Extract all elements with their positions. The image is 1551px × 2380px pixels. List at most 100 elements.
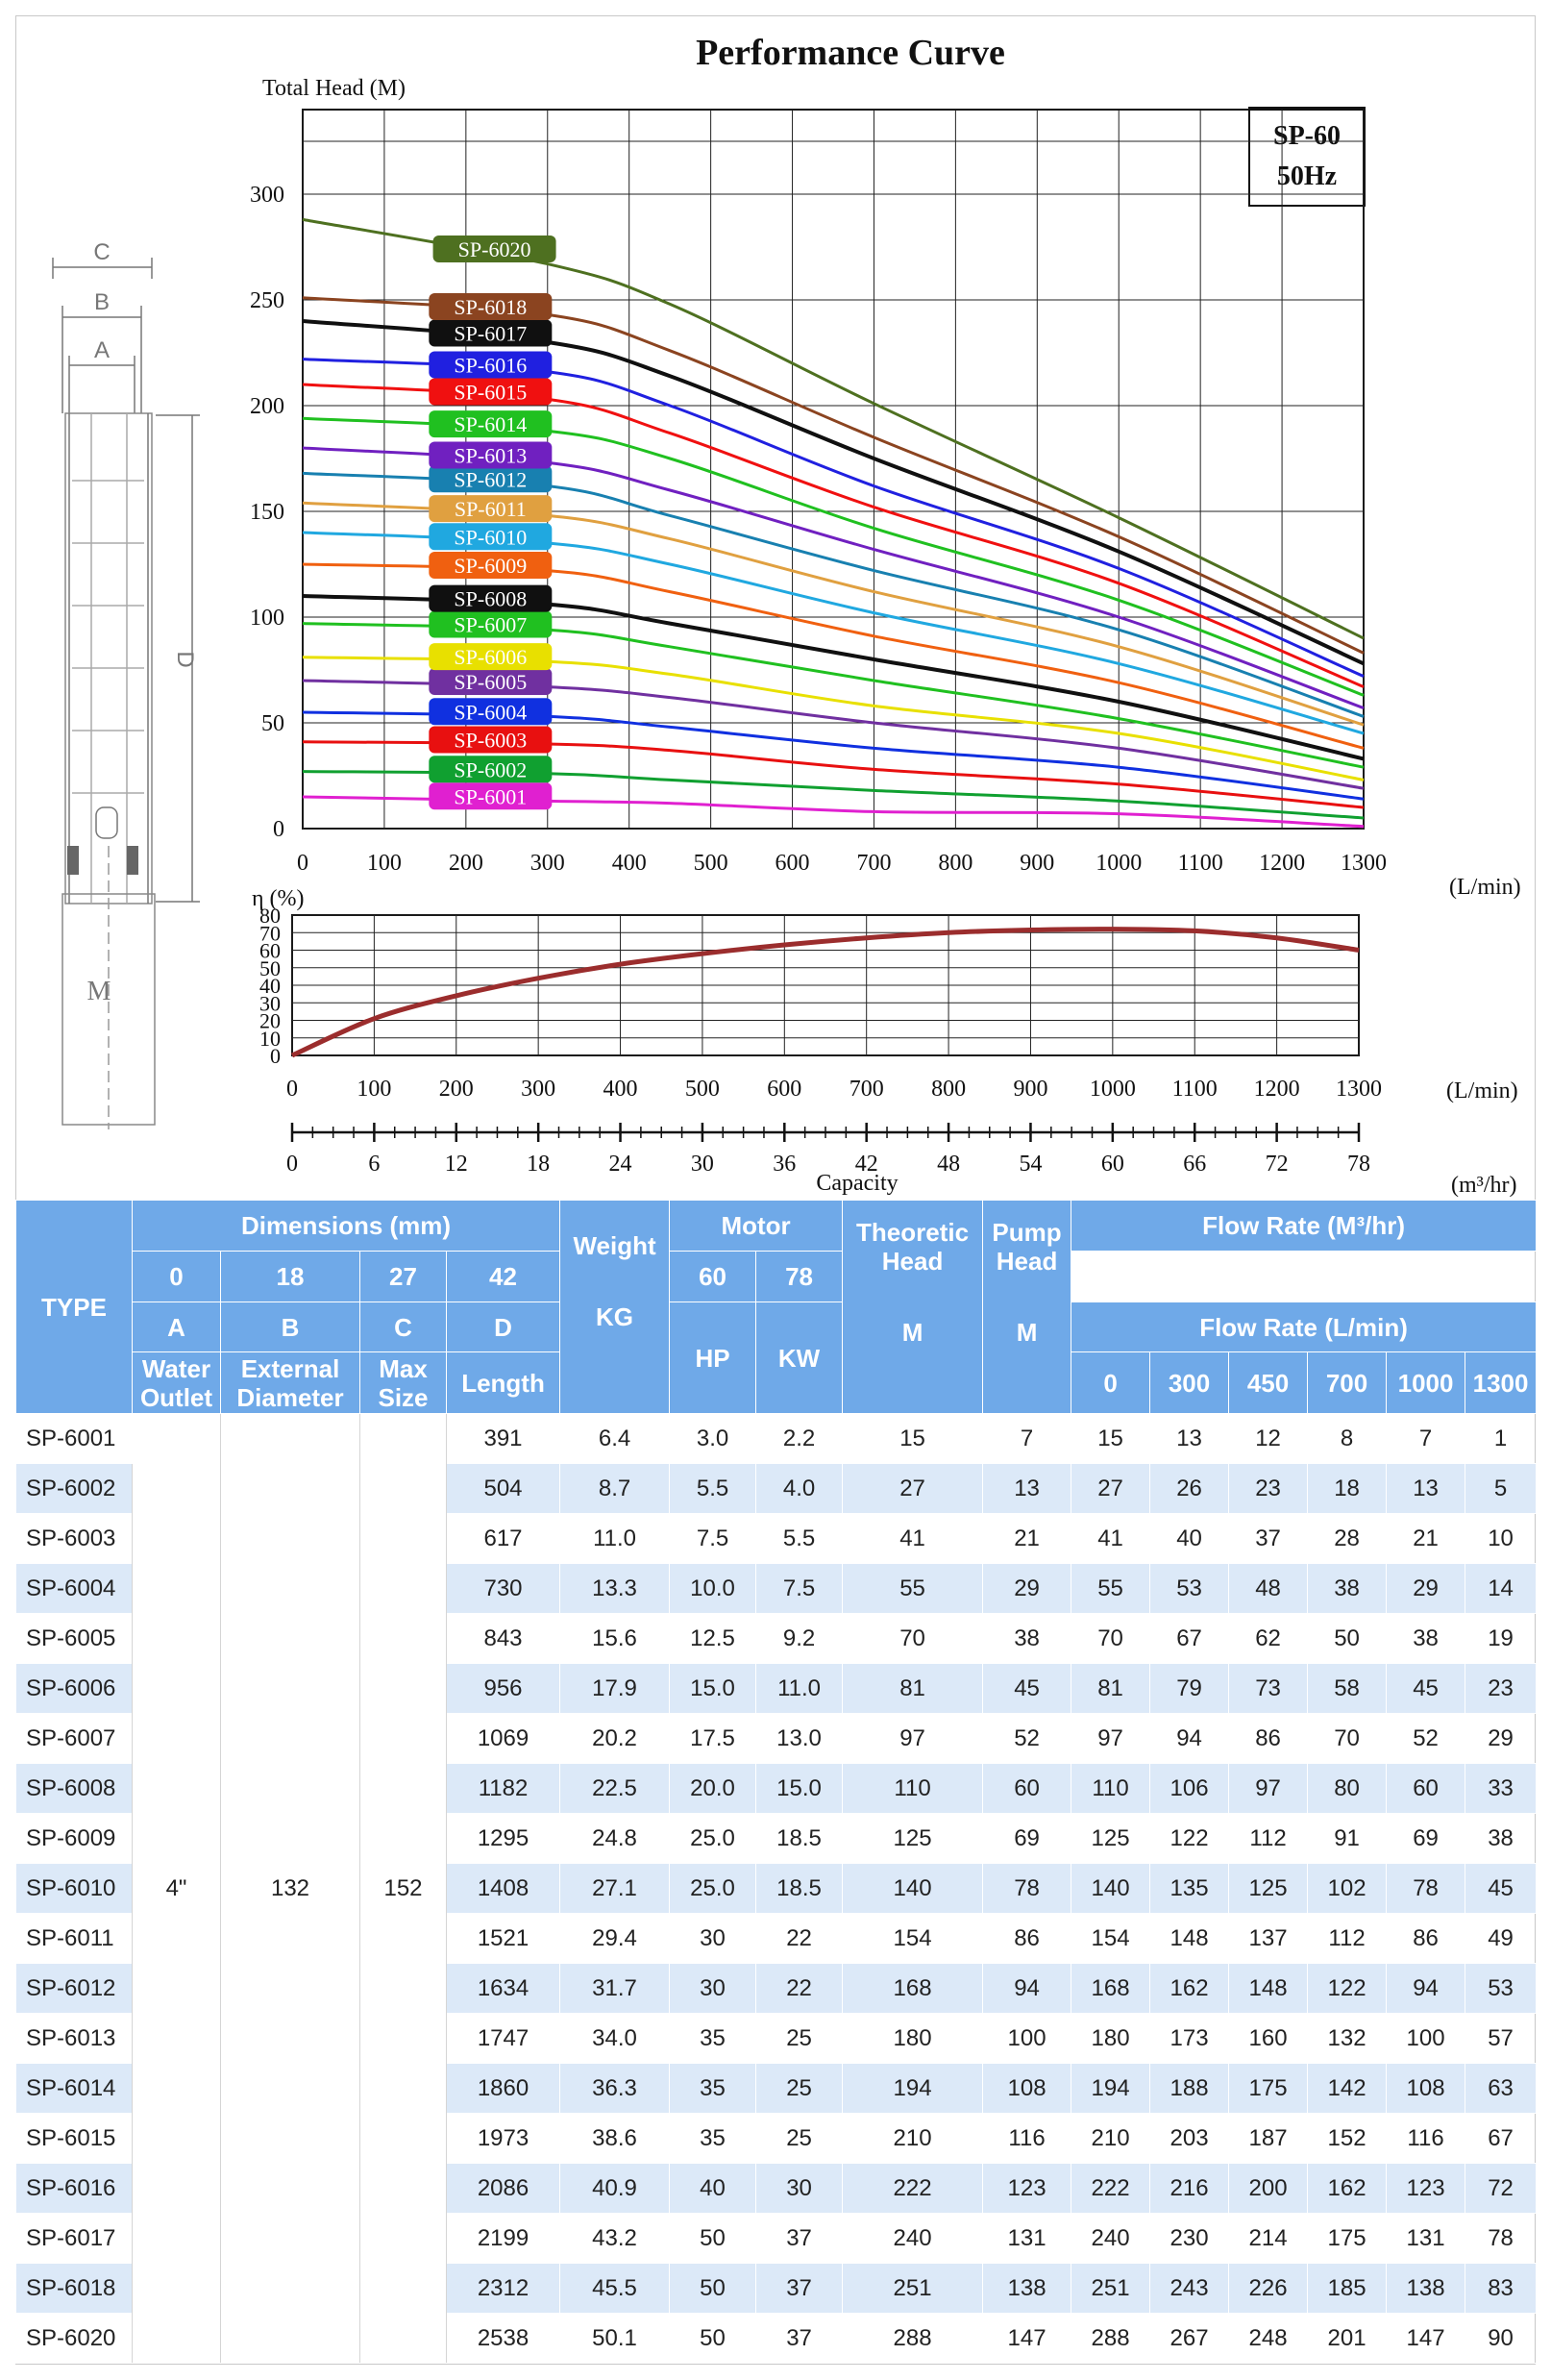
table-cell: 70	[1071, 1613, 1151, 1664]
eff-x-unit: (L/min)	[1446, 1078, 1518, 1103]
head-y-tick-label: 50	[261, 711, 284, 736]
table-row: SP-6009 1295 24.8 25.0 18.5 125 69 125 122 112 91 6…	[15, 1813, 1538, 1864]
eff-x-tick-label: 100	[357, 1077, 391, 1102]
table-cell: 267	[1149, 2313, 1230, 2364]
head-label-bg-sp-6001	[429, 782, 553, 810]
th-flow-rate-lmin: Flow Rate (L/min)	[1071, 1302, 1538, 1352]
eff-x-tick-label: 900	[1013, 1077, 1047, 1102]
th-weight: Weight KG	[559, 1200, 671, 1414]
eff-line	[290, 927, 1360, 1058]
th-col-d: D	[445, 1302, 561, 1352]
eff-y-tick-label: 30	[259, 991, 281, 1015]
capacity-tick-label: 78	[1347, 1152, 1370, 1177]
head-label-bg-sp-6011	[429, 495, 553, 523]
table-cell: 97	[1071, 1713, 1151, 1764]
table-cell: 20.0	[669, 1763, 757, 1814]
head-series-labels: SP-6001SP-6002SP-6003SP-6004SP-6005SP-60…	[429, 236, 556, 810]
table-cell: 43.2	[559, 2213, 671, 2264]
table-cell: 154	[1071, 1913, 1151, 1964]
capacity-tick-label: 12	[445, 1152, 468, 1177]
head-x-tick-label: 700	[856, 851, 891, 876]
table-cell: 222	[842, 2163, 984, 2214]
table-cell: 1973	[445, 2113, 561, 2164]
table-cell: 11.0	[755, 1663, 844, 1714]
table-cell: 4"	[132, 1413, 221, 2364]
head-series-label: SP-6012	[454, 467, 527, 491]
th-m3-27: 27	[359, 1251, 447, 1302]
eff-ticks: 0 100 200 300 400 500 600 700 800 900 1000 1100 1200…	[259, 904, 1382, 1102]
table-cell: 138	[1386, 2263, 1466, 2314]
spec-table: TYPE Dimensions (mm) Weight KG Motor Theo…	[15, 1200, 1538, 2364]
head-series-label: SP-6002	[454, 757, 527, 781]
table-cell: 70	[1307, 1713, 1388, 1764]
table-cell: 86	[1228, 1713, 1309, 1764]
table-cell: 2538	[445, 2313, 561, 2364]
th-motor: Motor	[669, 1200, 844, 1252]
th-pump-unit: M	[1016, 1318, 1038, 1347]
head-label-bg-sp-6020	[432, 236, 556, 263]
table-cell: 38	[1307, 1563, 1388, 1614]
th-lmin-300: 300	[1149, 1351, 1230, 1414]
table-cell: 240	[842, 2213, 984, 2264]
head-series-label: SP-6015	[454, 381, 527, 405]
table-cell: 7	[1386, 1413, 1466, 1464]
head-x-tick-label: 1100	[1178, 851, 1223, 876]
table-cell: 8.7	[559, 1463, 671, 1514]
table-cell: 122	[1307, 1963, 1388, 2014]
capacity-tick-label: 24	[609, 1152, 632, 1177]
table-row: SP-6017 2199 43.2 50 37 240 131 240 230 214 175 131…	[15, 2213, 1538, 2264]
head-label-bg-sp-6014	[429, 410, 553, 438]
table-cell: 116	[982, 2113, 1072, 2164]
table-cell: 41	[842, 1513, 984, 1564]
table-cell: 11.0	[559, 1513, 671, 1564]
table-cell: 9.2	[755, 1613, 844, 1664]
table-row: SP-6020 2538 50.1 50 37 288 147 288 267 248 201 147…	[15, 2313, 1538, 2364]
th-col-c: C	[359, 1302, 447, 1352]
head-x-tick-label: 0	[297, 851, 308, 876]
capacity-tick-label: 48	[937, 1152, 960, 1177]
table-cell: 148	[1228, 1963, 1309, 2014]
table-cell: 36.3	[559, 2063, 671, 2114]
th-pump-head-text: Pump Head	[992, 1218, 1062, 1276]
table-cell: 125	[1071, 1813, 1151, 1864]
table-cell: 5.5	[755, 1513, 844, 1564]
table-cell: 7	[982, 1413, 1072, 1464]
table-cell: 132	[1307, 2013, 1388, 2064]
table-cell: 122	[1149, 1813, 1230, 1864]
table-cell: 1747	[445, 2013, 561, 2064]
th-c-desc: Max Size	[359, 1351, 447, 1414]
table-cell: 62	[1228, 1613, 1309, 1664]
table-cell: 80	[1307, 1763, 1388, 1814]
table-cell: 1182	[445, 1763, 561, 1814]
table-cell: 10	[1465, 1513, 1538, 1564]
th-b-desc: External Diameter	[220, 1351, 360, 1414]
eff-y-tick-label: 70	[259, 921, 281, 945]
eff-x-tick-label: 200	[439, 1077, 474, 1102]
table-cell: SP-6014	[15, 2063, 133, 2114]
eff-x-tick-label: 0	[286, 1077, 298, 1102]
th-kg: KG	[596, 1302, 634, 1331]
dim-label-a: A	[94, 337, 110, 363]
table-cell: 27.1	[559, 1863, 671, 1914]
head-label-bg-sp-6015	[429, 378, 553, 406]
dim-label-b: B	[94, 289, 110, 315]
table-cell: 210	[1071, 2113, 1151, 2164]
table-cell: 78	[1386, 1863, 1466, 1914]
head-series-label: SP-6014	[454, 412, 527, 436]
table-cell: 25.0	[669, 1813, 757, 1864]
table-cell: 30	[669, 1963, 757, 2014]
table-cell: 12	[1228, 1413, 1309, 1464]
table-cell: 18.5	[755, 1813, 844, 1864]
table-cell: 63	[1465, 2063, 1538, 2114]
capacity-tick-label: 6	[368, 1152, 380, 1177]
table-cell: SP-6016	[15, 2163, 133, 2214]
table-cell: 34.0	[559, 2013, 671, 2064]
table-row: SP-6015 1973 38.6 35 25 210 116 210 203 187 152 116…	[15, 2113, 1538, 2164]
table-cell: 53	[1465, 1963, 1538, 2014]
table-cell: 4.0	[755, 1463, 844, 1514]
table-cell: SP-6007	[15, 1713, 133, 1764]
eff-x-tick-label: 800	[931, 1077, 966, 1102]
table-cell: SP-6012	[15, 1963, 133, 2014]
table-cell: 24.8	[559, 1813, 671, 1864]
head-series-label: SP-6003	[454, 728, 527, 752]
